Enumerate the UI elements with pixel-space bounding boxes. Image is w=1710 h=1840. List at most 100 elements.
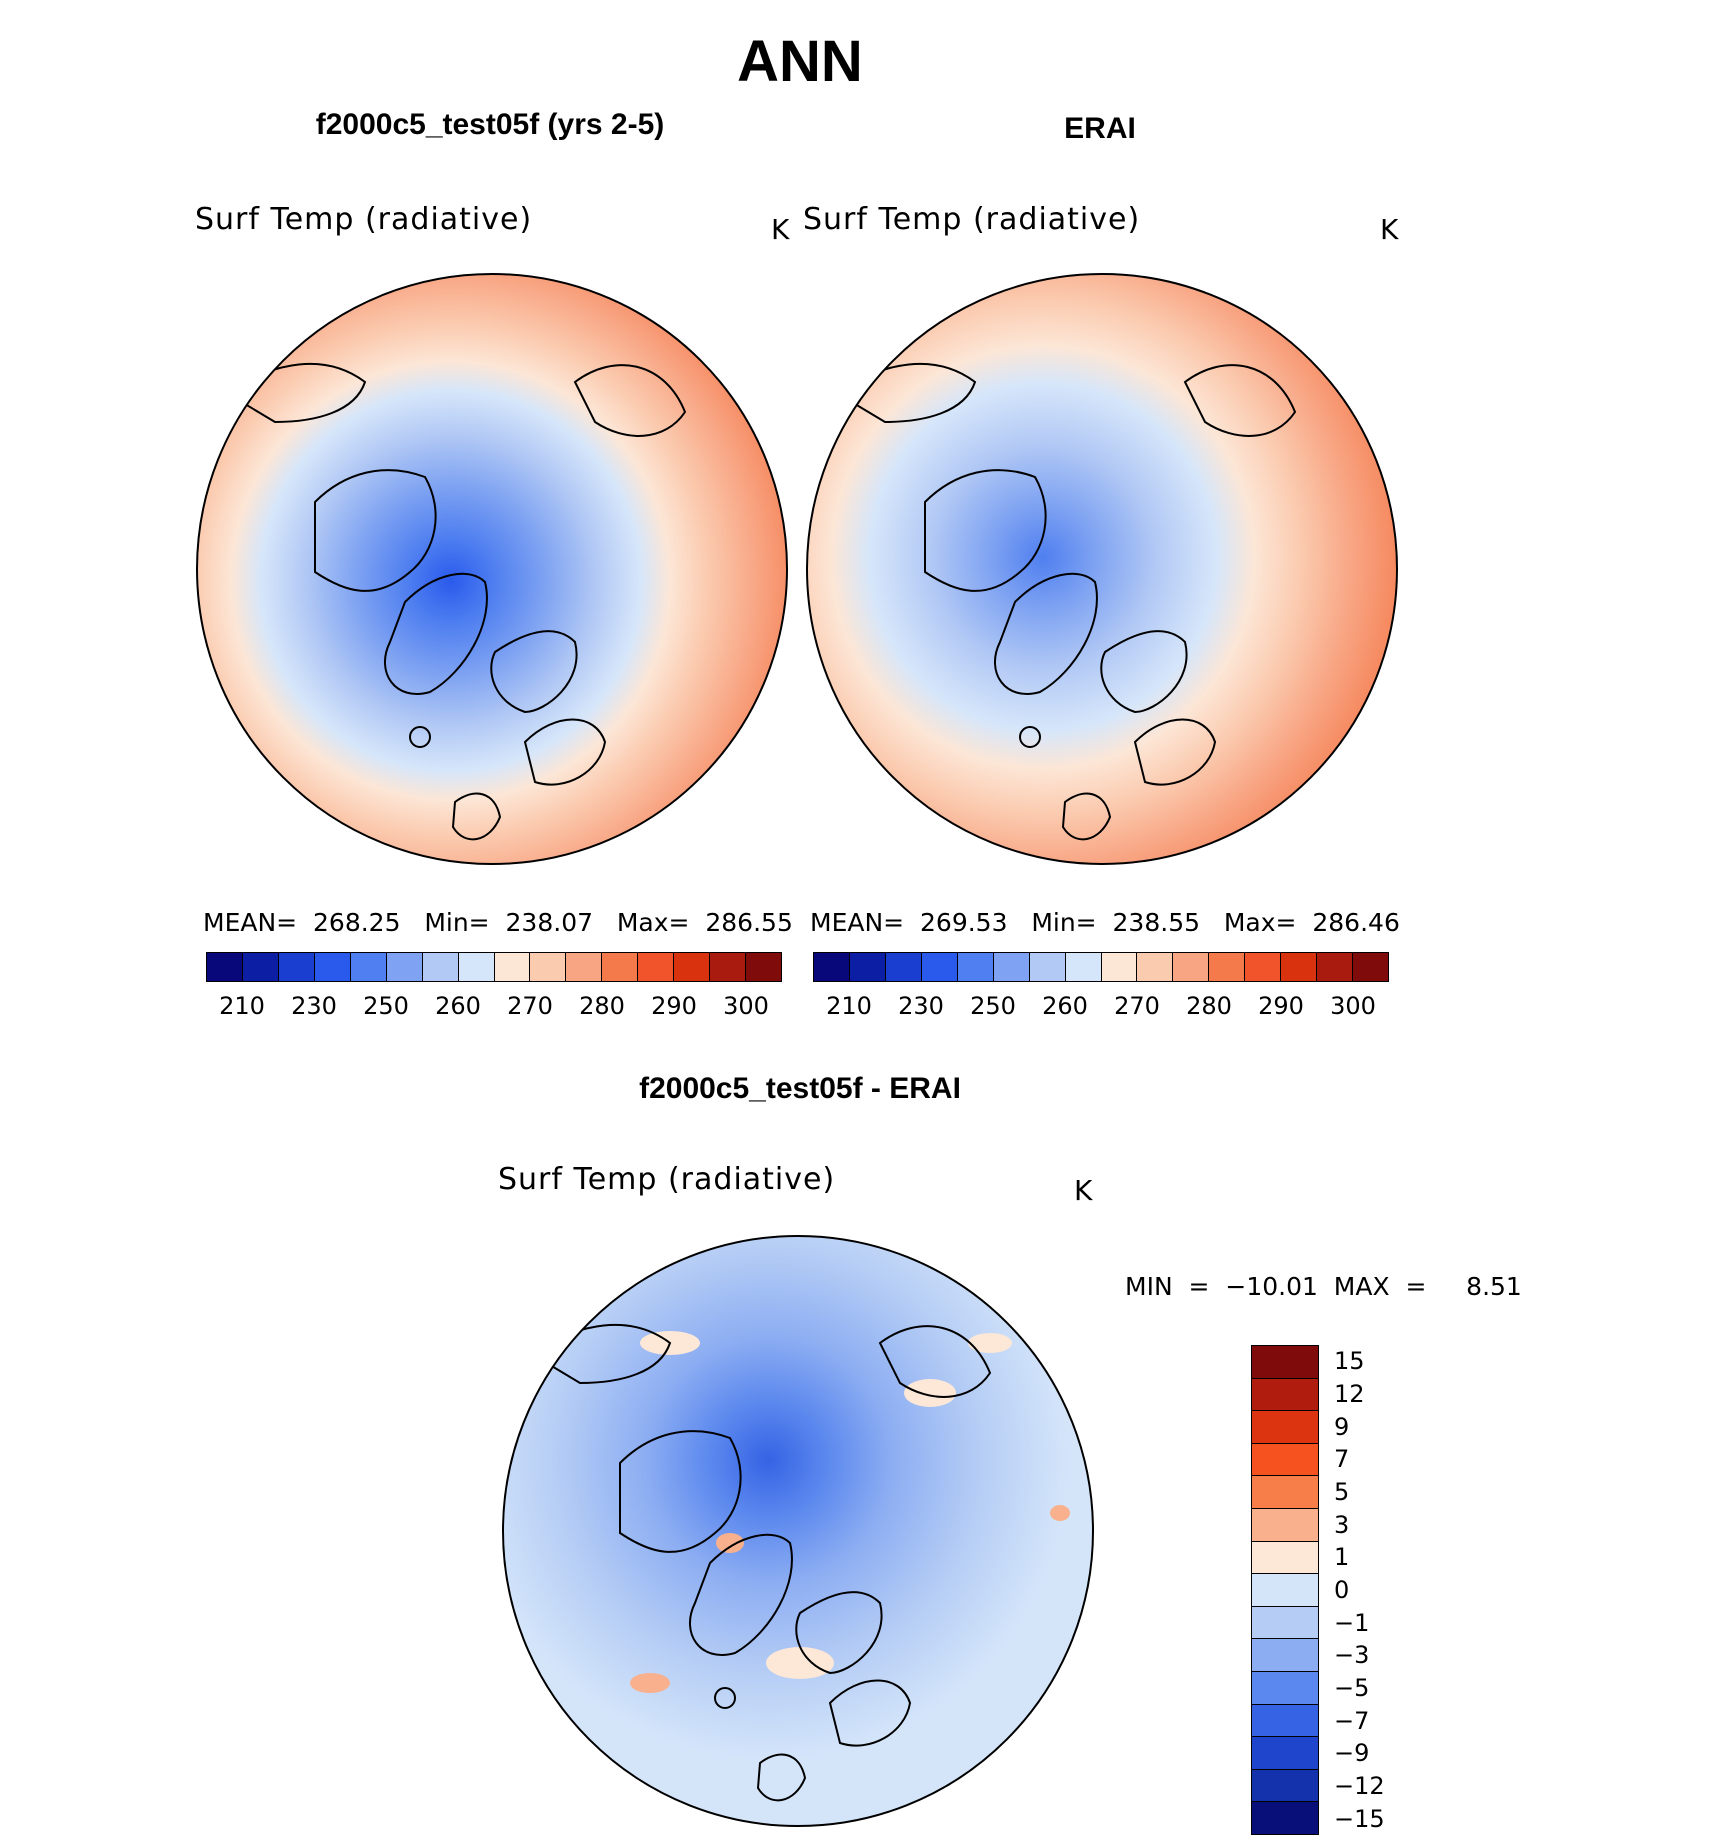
colorbar-tick-label: −15 bbox=[1334, 1804, 1385, 1833]
stats-obs: MEAN= 269.53 Min= 238.55 Max= 286.46 bbox=[810, 908, 1400, 937]
colorbar-swatch bbox=[1065, 953, 1102, 981]
colorbar-ticks-obs: 210 230 250 260 270 280 290 300 bbox=[813, 992, 1389, 1022]
colorbar-tick-label: 210 bbox=[826, 992, 872, 1020]
colorbar-swatch bbox=[242, 953, 279, 981]
colorbar-swatch bbox=[422, 953, 459, 981]
colorbar-swatch bbox=[1173, 953, 1210, 981]
colorbar-swatch bbox=[1137, 953, 1174, 981]
colorbar-swatch bbox=[530, 953, 567, 981]
colorbar-swatch bbox=[921, 953, 958, 981]
colorbar-diff bbox=[1251, 1345, 1319, 1835]
colorbar-swatch bbox=[1252, 1346, 1318, 1379]
colorbar-swatch bbox=[1252, 1769, 1318, 1803]
colorbar-swatch bbox=[1252, 1508, 1318, 1542]
colorbar-swatch bbox=[993, 953, 1030, 981]
colorbar-tick-label: 250 bbox=[970, 992, 1016, 1020]
coastlines-diff bbox=[528, 1323, 992, 1802]
colorbar-swatch bbox=[494, 953, 531, 981]
colorbar-swatch bbox=[386, 953, 423, 981]
variable-label-diff: Surf Temp (radiative) bbox=[498, 1162, 836, 1197]
colorbar-swatch bbox=[1101, 953, 1138, 981]
panel-title-test: f2000c5_test05f (yrs 2-5) bbox=[315, 108, 665, 141]
difference-patches bbox=[630, 1331, 1070, 1693]
colorbar-tick-label: 270 bbox=[507, 992, 553, 1020]
colorbar-swatch bbox=[1252, 1737, 1318, 1770]
colorbar-swatch bbox=[746, 953, 781, 981]
colorbar-swatch bbox=[710, 953, 747, 981]
variable-label-obs: Surf Temp (radiative) bbox=[803, 202, 1141, 237]
colorbar-swatch bbox=[1209, 953, 1246, 981]
polar-map-diff bbox=[502, 1235, 1094, 1827]
colorbar-tick-label: −7 bbox=[1334, 1706, 1370, 1735]
panel-title-diff: f2000c5_test05f - ERAI bbox=[639, 1072, 961, 1105]
colorbar-swatch bbox=[602, 953, 639, 981]
colorbar-tick-label: 9 bbox=[1334, 1412, 1350, 1441]
colorbar-swatch bbox=[1252, 1541, 1318, 1575]
colorbar-swatch bbox=[1252, 1411, 1318, 1444]
panel-title-obs: ERAI bbox=[1064, 112, 1136, 145]
map-border-diff bbox=[502, 1235, 1094, 1827]
colorbar-tick-label: −1 bbox=[1334, 1608, 1370, 1637]
colorbar-swatch bbox=[1252, 1378, 1318, 1412]
colorbar-swatch bbox=[207, 953, 243, 981]
colorbar-swatch bbox=[849, 953, 886, 981]
colorbar-swatch bbox=[957, 953, 994, 981]
colorbar-obs bbox=[813, 952, 1389, 982]
colorbar-tick-label: 290 bbox=[1258, 992, 1304, 1020]
colorbar-swatch bbox=[1252, 1639, 1318, 1672]
colorbar-tick-label: 7 bbox=[1334, 1445, 1350, 1474]
colorbar-tick-label: −9 bbox=[1334, 1739, 1370, 1768]
colorbar-swatch bbox=[314, 953, 351, 981]
colorbar-tick-label: −12 bbox=[1334, 1772, 1385, 1800]
colorbar-tick-label: 300 bbox=[723, 992, 769, 1020]
colorbar-swatch bbox=[885, 953, 922, 981]
colorbar-tick-label: 12 bbox=[1334, 1380, 1365, 1408]
colorbar-tick-label: 280 bbox=[1186, 992, 1232, 1020]
colorbar-test bbox=[206, 952, 782, 982]
colorbar-swatch bbox=[1353, 953, 1388, 981]
colorbar-tick-label: 270 bbox=[1114, 992, 1160, 1020]
colorbar-swatch bbox=[1245, 953, 1282, 981]
colorbar-swatch bbox=[1252, 1704, 1318, 1738]
colorbar-swatch bbox=[350, 953, 387, 981]
figure-title: ANN bbox=[737, 29, 863, 94]
colorbar-swatch bbox=[1252, 1802, 1318, 1834]
colorbar-tick-label: 230 bbox=[291, 992, 337, 1020]
colorbar-swatch bbox=[674, 953, 711, 981]
variable-label-test: Surf Temp (radiative) bbox=[195, 202, 533, 237]
colorbar-swatch bbox=[638, 953, 675, 981]
colorbar-swatch bbox=[278, 953, 315, 981]
colorbar-tick-label: 5 bbox=[1334, 1478, 1350, 1506]
units-label-test: K bbox=[771, 213, 790, 246]
colorbar-swatch bbox=[458, 953, 495, 981]
colorbar-tick-label: 0 bbox=[1334, 1576, 1350, 1604]
colorbar-tick-label: −5 bbox=[1334, 1674, 1370, 1702]
colorbar-tick-label: 260 bbox=[435, 992, 481, 1020]
colorbar-tick-label: 300 bbox=[1330, 992, 1376, 1020]
colorbar-swatch bbox=[814, 953, 850, 981]
colorbar-swatch bbox=[1252, 1476, 1318, 1509]
polar-map-test bbox=[196, 273, 788, 865]
colorbar-tick-label: 1 bbox=[1334, 1543, 1350, 1572]
colorbar-ticks-diff: 15 12 9 7 5 3 1 0 −1 −3 −5 −7 −9 −12 −15 bbox=[1334, 1345, 1454, 1835]
colorbar-swatch bbox=[1252, 1671, 1318, 1705]
temperature-field-obs bbox=[807, 274, 1397, 864]
units-label-obs: K bbox=[1380, 213, 1399, 246]
colorbar-tick-label: 260 bbox=[1042, 992, 1088, 1020]
colorbar-swatch bbox=[1281, 953, 1318, 981]
colorbar-tick-label: 210 bbox=[219, 992, 265, 1020]
stats-diff: MIN = −10.01 MAX = 8.51 bbox=[1125, 1272, 1522, 1301]
colorbar-tick-label: 290 bbox=[651, 992, 697, 1020]
colorbar-swatch bbox=[1252, 1574, 1318, 1607]
temperature-field-test bbox=[197, 274, 787, 864]
difference-field bbox=[503, 1236, 1093, 1826]
colorbar-swatch bbox=[1317, 953, 1354, 981]
stats-test: MEAN= 268.25 Min= 238.07 Max= 286.55 bbox=[203, 908, 793, 937]
units-label-diff: K bbox=[1074, 1174, 1093, 1207]
colorbar-tick-label: −3 bbox=[1334, 1641, 1370, 1670]
colorbar-tick-label: 15 bbox=[1334, 1347, 1365, 1376]
colorbar-tick-label: 280 bbox=[579, 992, 625, 1020]
colorbar-tick-label: 230 bbox=[898, 992, 944, 1020]
colorbar-swatch bbox=[1029, 953, 1066, 981]
colorbar-swatch bbox=[1252, 1606, 1318, 1640]
